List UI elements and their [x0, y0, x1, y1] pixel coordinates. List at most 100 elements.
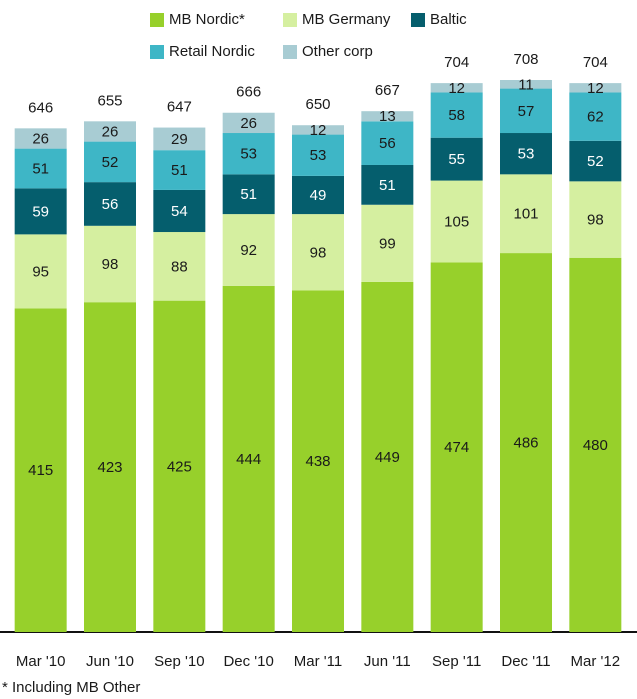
legend-label: Baltic — [430, 11, 467, 28]
value-label: 58 — [448, 107, 465, 124]
legend-swatch — [150, 13, 164, 27]
value-label: 13 — [379, 108, 396, 125]
value-label: 53 — [310, 147, 327, 164]
footnote: * Including MB Other — [2, 679, 140, 696]
value-label: 98 — [310, 244, 327, 261]
value-label: 26 — [32, 130, 49, 147]
value-label: 12 — [310, 122, 327, 139]
value-label: 57 — [518, 103, 535, 120]
bar-segment — [14, 128, 67, 149]
x-tick-label: Dec '10 — [223, 653, 273, 670]
value-label: 26 — [102, 123, 119, 140]
value-label: 438 — [305, 453, 330, 470]
bar-segment — [361, 204, 414, 282]
bar-segment — [14, 234, 67, 309]
bar-segment — [361, 164, 414, 205]
x-tick-label: Jun '11 — [364, 653, 411, 670]
total-label: 667 — [375, 82, 400, 99]
value-label: 51 — [32, 160, 49, 177]
bar-segment — [361, 281, 414, 632]
value-label: 423 — [97, 459, 122, 476]
value-label: 415 — [28, 462, 53, 479]
bar-segment — [292, 214, 344, 291]
total-label: 650 — [305, 96, 330, 113]
x-tick-label: Sep '10 — [154, 653, 204, 670]
value-label: 51 — [240, 186, 257, 203]
value-label: 26 — [240, 115, 257, 132]
bar-segment — [84, 182, 136, 226]
bar-segment — [14, 308, 67, 632]
value-label: 51 — [171, 162, 188, 179]
total-label: 666 — [236, 84, 261, 101]
bar-segment — [84, 121, 136, 142]
value-label: 88 — [171, 258, 188, 275]
legend-swatch — [283, 13, 297, 27]
value-label: 95 — [32, 263, 49, 280]
value-label: 92 — [240, 242, 257, 259]
value-label: 53 — [240, 146, 257, 163]
value-label: 52 — [587, 153, 604, 170]
value-label: 105 — [444, 213, 469, 230]
bar-segment — [430, 83, 483, 93]
value-label: 99 — [379, 235, 396, 252]
bar-segment — [292, 290, 344, 632]
total-label: 708 — [513, 51, 538, 68]
legend-swatch — [411, 13, 425, 27]
bar-segment — [430, 262, 483, 632]
bar-segment — [500, 80, 552, 89]
bar-segment — [153, 232, 206, 301]
value-label: 62 — [587, 109, 604, 126]
x-tick-label: Mar '10 — [16, 653, 66, 670]
bar-segment — [153, 189, 206, 233]
bar-segment — [361, 111, 414, 122]
legend-label: MB Nordic* — [169, 11, 245, 28]
value-label: 52 — [102, 154, 119, 171]
bar-segment — [84, 302, 136, 632]
bar-segment — [153, 127, 206, 151]
value-label: 12 — [587, 80, 604, 97]
bar-segment — [84, 141, 136, 183]
x-tick-label: Sep '11 — [432, 653, 481, 670]
legend-label: Other corp — [302, 43, 373, 60]
bar-segment — [292, 134, 344, 176]
bar-segment — [361, 121, 414, 165]
bar-segment — [569, 92, 622, 141]
bar-segment — [500, 253, 552, 632]
total-label: 704 — [583, 54, 608, 71]
value-label: 59 — [32, 203, 49, 220]
total-label: 647 — [167, 99, 192, 116]
value-label: 56 — [102, 196, 119, 213]
value-label: 56 — [379, 135, 396, 152]
value-label: 55 — [448, 151, 465, 168]
bar-segment — [569, 257, 622, 632]
legend-label: MB Germany — [302, 11, 391, 28]
value-label: 474 — [444, 439, 469, 456]
x-tick-label: Jun '10 — [86, 653, 134, 670]
value-label: 480 — [583, 437, 608, 454]
bar-segment — [222, 174, 275, 215]
value-label: 444 — [236, 451, 261, 468]
bar-segment — [430, 92, 483, 138]
x-tick-label: Mar '11 — [294, 653, 342, 670]
bar-segment — [14, 188, 67, 235]
bar-segment — [569, 181, 622, 258]
bar-segment — [292, 125, 344, 135]
bar-segment — [430, 180, 483, 263]
x-tick-label: Dec '11 — [501, 653, 550, 670]
bar-segment — [153, 150, 206, 190]
value-label: 486 — [513, 435, 538, 452]
value-label: 49 — [310, 187, 327, 204]
value-label: 54 — [171, 203, 188, 220]
legend-label: Retail Nordic — [169, 43, 255, 60]
bar-segment — [569, 83, 622, 93]
bar-segment — [500, 174, 552, 254]
bar-segment — [222, 133, 275, 175]
value-label: 11 — [518, 76, 534, 93]
value-label: 53 — [518, 146, 535, 163]
bar-segment — [500, 88, 552, 134]
bar-segment — [430, 137, 483, 181]
bar-segment — [500, 133, 552, 175]
legend-swatch — [150, 45, 164, 59]
bar-segment — [222, 112, 275, 134]
